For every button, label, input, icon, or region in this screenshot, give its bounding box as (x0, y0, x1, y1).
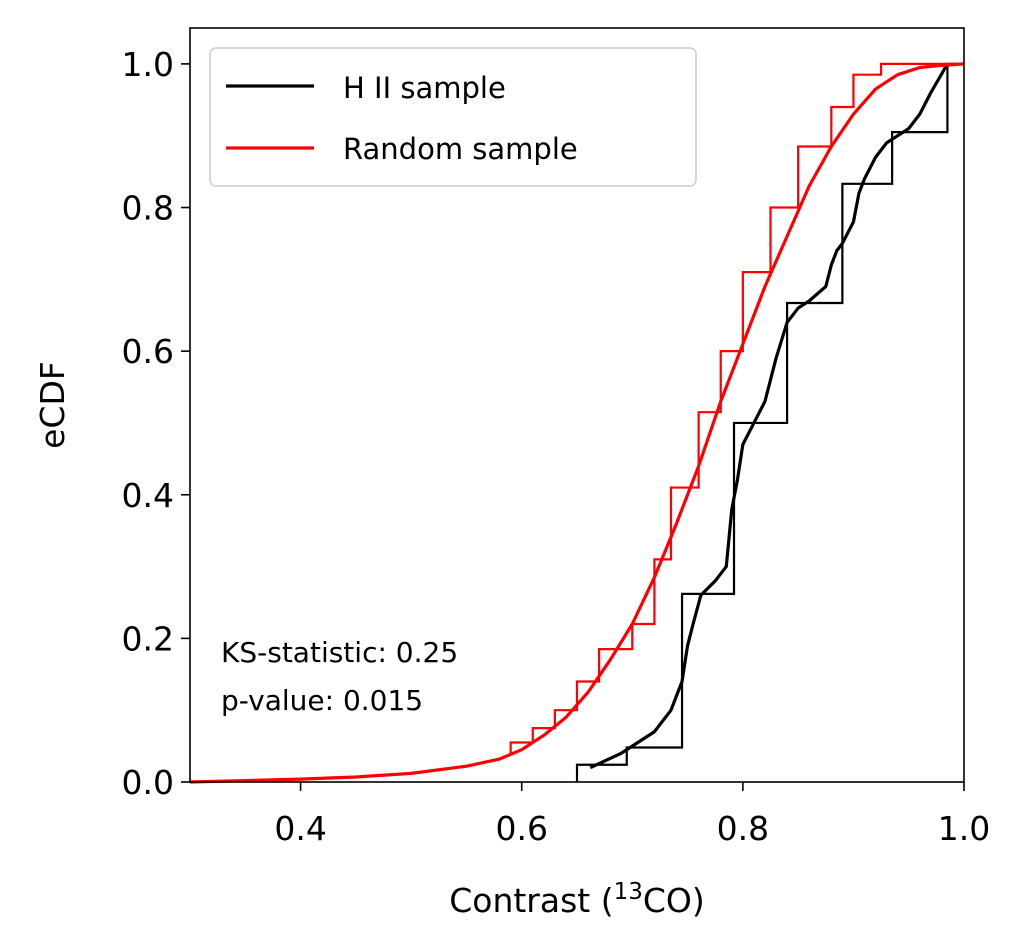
step-ecdf-hii (575, 62, 964, 782)
x-tick-label: 1.0 (938, 809, 990, 848)
ks-statistic-annotation: KS-statistic: 0.25 (221, 636, 458, 669)
y-tick-label: 0.8 (122, 189, 174, 228)
x-tick-label: 0.4 (274, 809, 326, 848)
x-tick-label: 0.6 (495, 809, 547, 848)
x-axis-ticks: 0.4 0.6 0.8 1.0 (274, 782, 990, 848)
smooth-ecdf-random (189, 62, 965, 784)
y-axis-ticks: 0.0 0.2 0.4 0.6 0.8 1.0 (122, 45, 190, 802)
y-tick-label: 1.0 (122, 45, 174, 84)
x-axis-label-sup: 13 (614, 879, 643, 905)
legend-label-hii: H II sample (343, 71, 506, 105)
legend-label-random: Random sample (343, 132, 578, 166)
x-tick-label: 0.8 (717, 809, 769, 848)
legend: H II sample Random sample (209, 47, 697, 187)
y-tick-label: 0.0 (122, 763, 174, 802)
axes-frame (189, 27, 965, 783)
x-axis-label: Contrast (13CO) (449, 879, 705, 920)
y-tick-label: 0.6 (122, 332, 174, 371)
p-value-annotation: p-value: 0.015 (221, 684, 423, 717)
y-axis-label: eCDF (33, 361, 72, 449)
x-axis-label-prefix: Contrast ( (449, 881, 613, 920)
legend-box (209, 47, 697, 187)
step-ecdf-random (509, 62, 964, 754)
y-tick-label: 0.2 (122, 619, 174, 658)
series-layer (189, 62, 965, 784)
y-tick-label: 0.4 (122, 476, 174, 515)
smooth-ecdf-hii (589, 63, 949, 770)
x-axis-label-suffix: CO) (643, 881, 705, 920)
